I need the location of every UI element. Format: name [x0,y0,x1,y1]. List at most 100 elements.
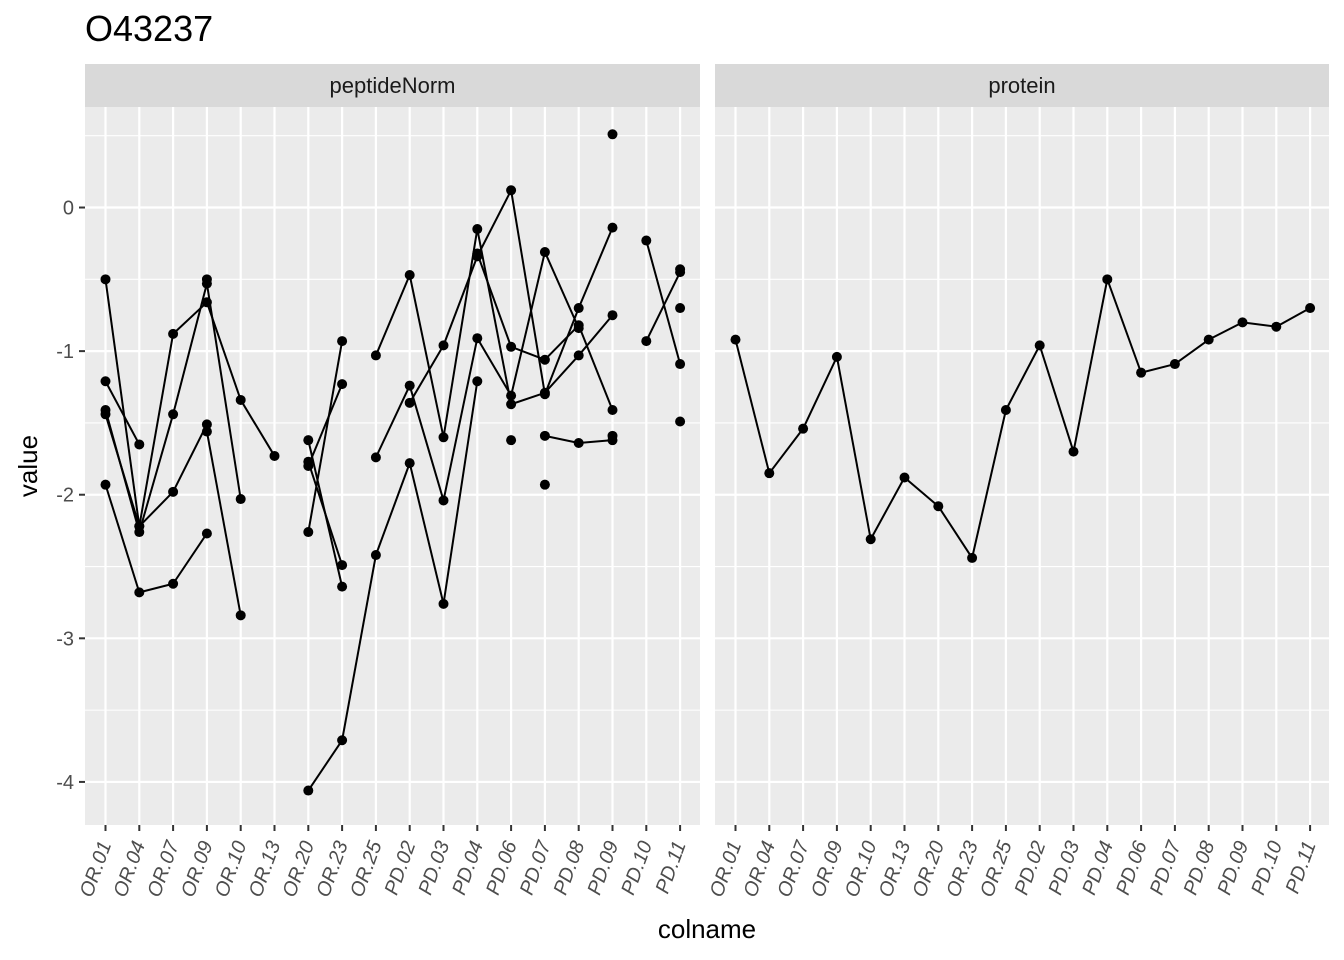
data-point [573,350,584,361]
data-point [303,461,314,471]
data-point [438,432,449,443]
series-line-segment [645,240,682,365]
series-line-segment [577,227,614,309]
data-point [607,310,618,321]
series-line-segment [476,337,512,397]
series [303,376,483,796]
series-line-segment [802,356,838,430]
data-point [675,359,686,370]
series-line-segment [138,414,175,533]
data-point [303,785,314,796]
series-line-segment [139,582,174,594]
panel-background-peptidenorm [85,107,700,825]
series [100,376,246,621]
x-axis-peptidenorm: OR.01OR.04OR.07OR.09OR.10OR.13OR.20OR.23… [76,825,691,900]
series-line-segment [408,274,445,438]
series-line-segment [442,337,479,501]
y-axis-title: value [13,435,43,497]
series-line-segment [307,461,344,566]
data-point [472,376,483,387]
data-point [303,435,314,446]
series [730,274,1316,563]
series-line-segment [577,324,614,411]
series-line-segment [172,283,208,415]
data-point [1068,446,1079,457]
panel-background-protein [715,107,1329,825]
data-point [798,423,809,434]
data-point [1136,367,1147,378]
series-line-segment [307,383,344,467]
data-point [100,376,111,387]
data-point [1169,359,1180,370]
series-line-segment [138,491,174,528]
data-marks-protein [730,274,1316,563]
series-line-segment [768,428,804,474]
chart-title: O43237 [85,8,213,49]
series-line-segment [578,439,613,445]
panel-protein: protein [715,64,1329,825]
series-line-segment [476,228,513,405]
series-line-segment [1106,278,1143,374]
series [675,303,686,314]
data-point [201,419,212,430]
y-axis: 0 -1 -2 -3 -4 [56,198,85,794]
series-line-segment [374,274,411,356]
series-line-segment [510,251,546,396]
series-line-segment [577,314,614,357]
series-line-segment [307,739,343,792]
series-line-segment [138,333,175,527]
series-line-segment [408,344,445,404]
series-line-segment [374,385,411,458]
data-point [235,610,246,621]
data-point [539,354,550,365]
series-line-segment [1275,307,1311,328]
series-line-segment [510,345,546,361]
series-line-segment [510,190,546,395]
data-point [100,409,111,420]
data-point [404,397,415,408]
data-point [100,274,111,285]
data-point [607,430,618,441]
data-point [607,222,618,233]
series-line-segment [1072,279,1109,452]
series-line-segment [1038,345,1075,452]
data-point [641,235,652,246]
data-point [1271,321,1282,332]
series-line-segment [1174,338,1210,365]
data-point [235,494,246,505]
series-line-segment [1208,321,1243,341]
series-line-segment [408,385,445,501]
panel-peptidenorm: peptideNorm [85,64,700,825]
data-point [607,404,618,415]
strip-protein [715,64,1329,107]
series-line-segment [543,307,580,395]
data-point [675,416,686,427]
data-point [168,486,179,497]
gridlines-protein [715,107,1329,825]
series-line-segment [307,340,344,533]
data-point [337,735,348,746]
series-line-segment [835,356,872,540]
series [539,430,618,490]
y-tick-label: -3 [56,628,74,650]
series-line-segment [937,505,973,559]
data-point [675,267,686,278]
series [303,336,348,538]
y-tick-label: -1 [56,341,74,363]
data-point [134,587,145,598]
data-point [100,479,111,490]
series-line-segment [1140,363,1176,374]
data-point [730,334,741,345]
data-point [1237,317,1248,328]
data-point [539,430,550,441]
series-line-segment [903,476,939,507]
series-line-segment [544,324,580,361]
series-line-segment [172,423,208,493]
data-point [539,479,550,490]
series-line-segment [476,189,512,257]
data-point [404,380,415,391]
data-point [303,527,314,538]
series-line-segment [374,462,411,556]
data-point [370,550,381,561]
series-line-segment [408,462,445,605]
